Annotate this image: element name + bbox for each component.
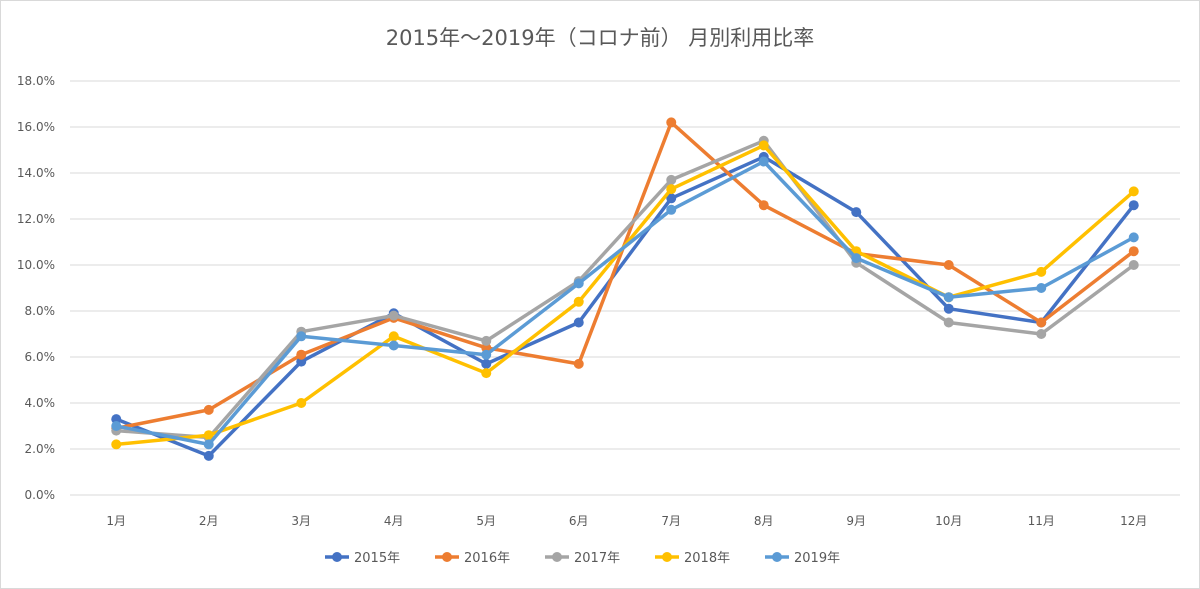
legend-label: 2016年 (464, 551, 510, 566)
data-point (1128, 260, 1139, 270)
legend: 2015年 2016年 2017年 2018年 2019年 (325, 551, 840, 566)
y-tick-label: 14.0% (17, 166, 55, 180)
data-point (1128, 200, 1139, 211)
x-tick-label: 5月 (476, 514, 496, 528)
data-point (1128, 186, 1139, 197)
y-tick-label: 4.0% (25, 396, 56, 410)
x-axis-ticks: 1月 2月 3月 4月 5月 6月 7月 8月 9月 10月 11月 12月 (106, 514, 1147, 528)
legend-entry: 2017年 (545, 551, 620, 566)
data-point (481, 349, 492, 360)
data-point (943, 317, 954, 328)
legend-entry: 2019年 (765, 551, 840, 566)
data-point (666, 193, 677, 204)
legend-label: 2017年 (574, 551, 620, 566)
data-point (1128, 246, 1139, 257)
x-tick-label: 9月 (846, 514, 866, 528)
x-tick-label: 11月 (1028, 514, 1055, 528)
data-point (573, 317, 584, 328)
legend-swatch-marker (332, 552, 342, 562)
data-point (1128, 232, 1139, 243)
x-tick-label: 4月 (384, 514, 404, 528)
chart-title: 2015年～2019年（コロナ前） 月別利用比率 (386, 26, 815, 50)
data-point (203, 450, 214, 461)
data-point (758, 156, 769, 167)
series-line (114, 155, 1136, 458)
x-tick-label: 7月 (661, 514, 681, 528)
legend-entry: 2016年 (435, 551, 510, 566)
y-tick-label: 12.0% (17, 212, 55, 226)
data-point (573, 278, 584, 289)
legend-entry: 2018年 (655, 551, 730, 566)
data-point (203, 430, 214, 441)
data-point (758, 200, 769, 211)
data-point (481, 335, 492, 346)
legend-label: 2019年 (794, 551, 840, 566)
legend-label: 2018年 (684, 551, 730, 566)
legend-swatch-marker (442, 552, 452, 562)
data-point (1036, 317, 1047, 328)
x-tick-label: 2月 (199, 514, 219, 528)
data-point (666, 174, 677, 185)
data-point (666, 204, 677, 215)
data-point (851, 207, 862, 218)
series-line (114, 120, 1136, 431)
data-point (1036, 266, 1047, 277)
series-line (114, 139, 1136, 440)
data-point (388, 310, 399, 321)
data-point (666, 117, 677, 128)
data-point (1036, 283, 1047, 293)
data-point (943, 303, 954, 314)
series-5 (111, 156, 1139, 450)
legend-swatch-marker (772, 552, 782, 562)
data-point (481, 342, 492, 353)
data-point (481, 368, 492, 379)
y-tick-label: 6.0% (25, 350, 56, 364)
data-point (203, 404, 214, 415)
data-point (573, 358, 584, 369)
gridlines (70, 80, 1180, 496)
data-point (481, 358, 492, 369)
y-tick-label: 18.0% (17, 74, 55, 88)
data-point (943, 292, 954, 303)
legend-swatch-marker (552, 552, 562, 562)
data-point (296, 331, 307, 342)
x-tick-label: 6月 (569, 514, 589, 528)
data-point (666, 184, 677, 195)
data-point (851, 253, 862, 264)
y-tick-label: 16.0% (17, 120, 55, 134)
data-point (296, 356, 307, 367)
data-point (111, 439, 122, 450)
series-line (114, 159, 1136, 447)
y-tick-label: 0.0% (25, 488, 56, 502)
data-point (1036, 329, 1047, 339)
data-point (111, 414, 122, 425)
legend-entry: 2015年 (325, 551, 400, 566)
series-2 (111, 117, 1139, 434)
x-tick-label: 10月 (935, 514, 962, 528)
legend-label: 2015年 (354, 551, 400, 566)
x-tick-label: 1月 (106, 514, 126, 528)
x-tick-label: 3月 (291, 514, 311, 528)
data-point (758, 140, 769, 151)
x-tick-label: 12月 (1120, 514, 1147, 528)
data-point (296, 349, 307, 360)
y-tick-label: 8.0% (25, 304, 56, 318)
legend-swatch-marker (662, 552, 672, 562)
data-point (111, 421, 122, 431)
data-point (203, 439, 214, 450)
series-lines (111, 117, 1139, 461)
y-tick-label: 2.0% (25, 442, 56, 456)
data-point (388, 340, 399, 351)
data-point (296, 398, 307, 408)
y-axis-ticks: 0.0% 2.0% 4.0% 6.0% 8.0% 10.0% 12.0% 14.0% 16.0%… (17, 74, 55, 502)
data-point (943, 260, 954, 270)
data-point (573, 296, 584, 307)
x-tick-label: 8月 (754, 514, 774, 528)
y-tick-label: 10.0% (17, 258, 55, 272)
data-point (388, 331, 399, 342)
